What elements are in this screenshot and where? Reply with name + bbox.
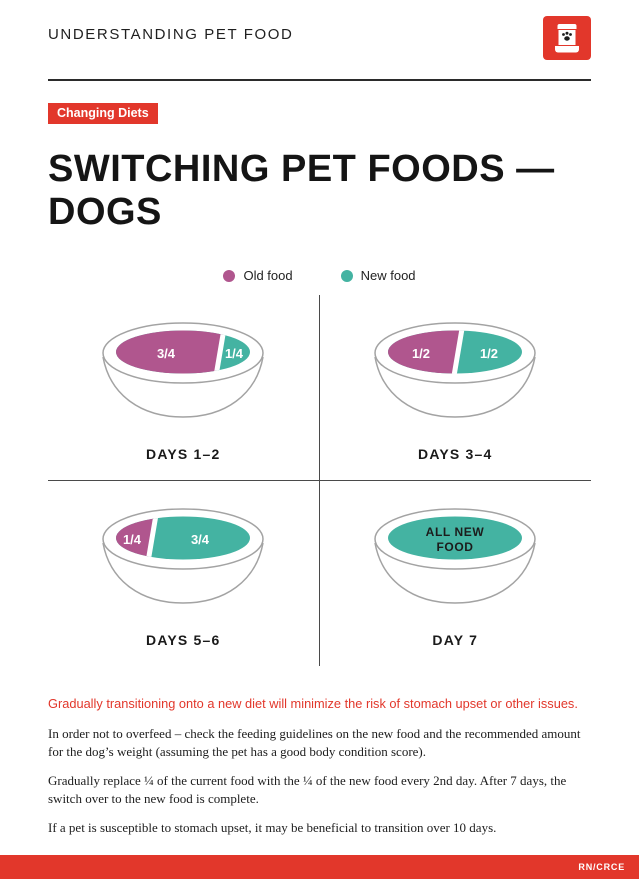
svg-text:1/4: 1/4 bbox=[225, 346, 244, 361]
bowl-figure: 1/2 1/2 bbox=[365, 311, 545, 434]
bowl-days-3-4: 1/2 1/2 DAYS 3–4 bbox=[319, 295, 591, 481]
bowl-figure: 3/4 1/4 bbox=[93, 311, 273, 434]
body-text: In order not to overfeed – check the fee… bbox=[48, 725, 591, 837]
old-food-dot-icon bbox=[223, 269, 236, 282]
legend-new-label: New food bbox=[360, 268, 416, 283]
bowl-caption: DAYS 5–6 bbox=[146, 632, 221, 648]
lead-sentence: Gradually transitioning onto a new diet … bbox=[48, 696, 578, 711]
bowl-days-5-6: 1/4 3/4 DAYS 5–6 bbox=[48, 481, 320, 666]
svg-text:1/2: 1/2 bbox=[412, 346, 430, 361]
paragraph: Gradually replace ¼ of the current food … bbox=[48, 772, 567, 807]
bowl-day-7: ALL NEW FOOD DAY 7 bbox=[320, 481, 592, 666]
svg-text:1/4: 1/4 bbox=[123, 532, 142, 547]
svg-text:3/4: 3/4 bbox=[191, 532, 210, 547]
svg-text:ALL NEW: ALL NEW bbox=[426, 525, 485, 539]
section-badge: Changing Diets bbox=[48, 103, 158, 124]
bowl-caption: DAYS 1–2 bbox=[146, 446, 221, 462]
bowl-caption: DAYS 3–4 bbox=[418, 446, 493, 462]
legend: Old food New food bbox=[48, 268, 591, 283]
legend-old-label: Old food bbox=[243, 268, 293, 283]
bowl-figure: ALL NEW FOOD bbox=[365, 497, 545, 620]
svg-text:1/2: 1/2 bbox=[480, 346, 498, 361]
bowl-caption: DAY 7 bbox=[432, 632, 479, 648]
bowl-grid: 3/4 1/4 DAYS 1–2 1/2 1/2 DAYS 3–4 1/4 3/4 D… bbox=[48, 295, 591, 666]
page-title: SWITCHING PET FOODS — DOGS bbox=[48, 148, 555, 233]
header: UNDERSTANDING PET FOOD bbox=[48, 16, 591, 65]
paragraph: In order not to overfeed – check the fee… bbox=[48, 726, 581, 760]
legend-item-new-food: New food bbox=[340, 268, 416, 283]
svg-text:3/4: 3/4 bbox=[157, 346, 176, 361]
document-code: RN/CRCE bbox=[578, 862, 625, 872]
pet-food-dispenser-icon bbox=[543, 16, 591, 65]
paragraph: If a pet is susceptible to stomach upset… bbox=[48, 819, 497, 835]
bowl-figure: 1/4 3/4 bbox=[93, 497, 273, 620]
page-header-title: UNDERSTANDING PET FOOD bbox=[48, 26, 294, 43]
bottom-bar: RN/CRCE bbox=[0, 855, 639, 879]
svg-text:FOOD: FOOD bbox=[437, 540, 474, 554]
legend-item-old-food: Old food bbox=[223, 268, 293, 283]
new-food-dot-icon bbox=[340, 269, 353, 282]
header-rule bbox=[48, 79, 591, 81]
bowl-days-1-2: 3/4 1/4 DAYS 1–2 bbox=[48, 295, 320, 481]
